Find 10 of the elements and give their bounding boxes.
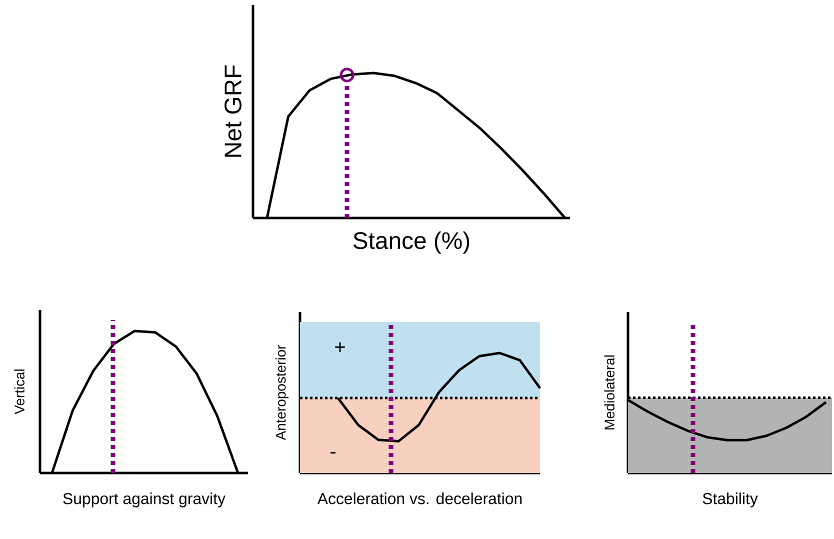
y-axis-title: Mediolateral [604,355,614,430]
x-axis-title: Stability [702,492,758,508]
x-axis-title: Support against gravity [63,492,226,508]
y-axis-title: Anteroposterior [275,345,288,440]
y-axis-title: Net GRF [224,65,242,157]
y-axis-title: Vertical [14,370,24,414]
text: - [330,452,336,454]
x-axis-title: Acceleration vs. deceleration [317,492,522,504]
text: + [335,342,345,352]
x-axis-title: Stance (%) [353,232,470,254]
